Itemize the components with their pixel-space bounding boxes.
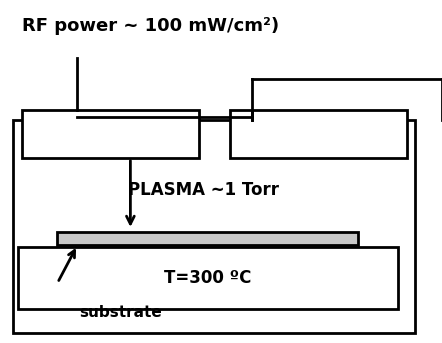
Text: substrate: substrate: [80, 305, 162, 320]
Text: T=300 ºC: T=300 ºC: [164, 269, 251, 287]
Text: RF power ~ 100 mW/cm²): RF power ~ 100 mW/cm²): [22, 17, 279, 35]
Bar: [22, 110, 199, 158]
Bar: [230, 110, 407, 158]
Bar: [18, 247, 398, 309]
Text: PLASMA ~1 Torr: PLASMA ~1 Torr: [128, 181, 279, 199]
Bar: [57, 232, 358, 245]
Bar: [13, 120, 415, 333]
